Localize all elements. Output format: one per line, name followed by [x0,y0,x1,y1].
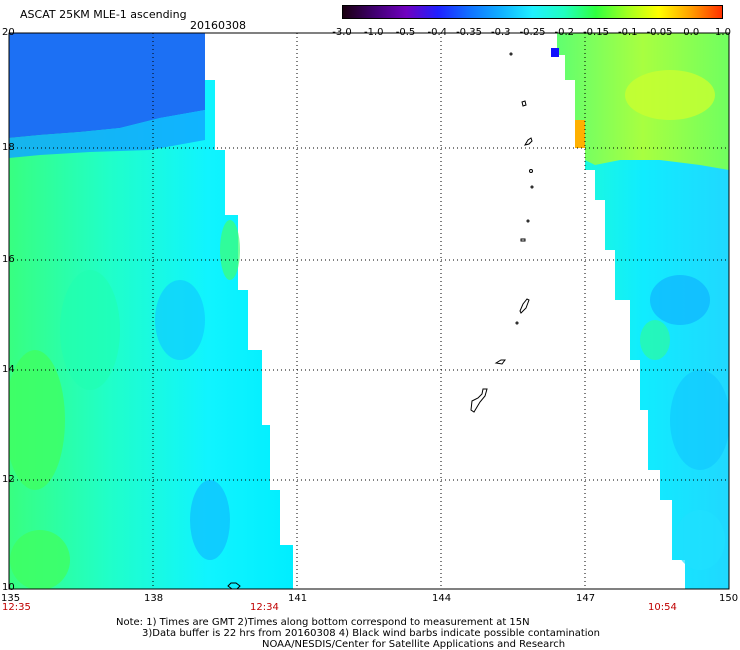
colorbar-tick-label: -0.25 [519,27,546,38]
left-swath [9,33,293,589]
lat-label-10: 10 [2,582,15,593]
colorbar-tick-label: -0.35 [456,27,482,38]
colorbar-tick-label: -0.05 [646,27,673,38]
note-line-1: Note: 1) Times are GMT 2)Times along bot… [116,617,530,628]
time-left: 12:35 [2,602,31,613]
colorbar-tick-label: -1.0 [363,27,384,38]
island-outline [526,219,530,223]
island-outline [227,582,241,590]
colorbar-tick-label: -0.3 [490,27,511,38]
lat-label-20: 20 [2,27,15,38]
lon-label-144: 144 [432,593,452,604]
data-layer [9,33,729,589]
map-date: 20160308 [190,19,246,32]
island-outline [494,359,506,365]
map-title: ASCAT 25KM MLE-1 ascending [20,8,187,21]
island-outline [523,137,533,146]
colorbar-tick-label: 1.0 [715,27,731,38]
lat-label-16: 16 [2,254,15,265]
lat-label-14: 14 [2,364,15,375]
colorbar-tick-label: -0.1 [617,27,638,38]
island-outline [509,52,513,56]
island-outline [470,388,488,413]
island-outline [520,238,526,242]
time-right: 10:54 [648,602,677,613]
left-swath-blue-zone [9,33,205,138]
island-outline [519,298,530,314]
lon-label-147: 147 [576,593,596,604]
colorbar-tick-label: -0.15 [583,27,609,38]
island-outline [530,185,534,189]
right-swath-blue-pixel [551,48,559,57]
colorbar-tick-label: -0.4 [427,27,448,38]
note-line-3: NOAA/NESDIS/Center for Satellite Applica… [262,639,566,650]
plot-frame [8,32,730,590]
island-outline [515,321,519,325]
islands [227,52,534,590]
lon-label-135: 135 [1,593,21,604]
colorbar-tick-label: -0.2 [554,27,575,38]
colorbar-tick-label: 0.0 [683,27,700,38]
lat-label-12: 12 [2,474,15,485]
lat-label-18: 18 [2,142,15,153]
lon-label-141: 141 [288,593,308,604]
gridlines [9,33,729,589]
lon-label-150: 150 [719,593,739,604]
lon-label-138: 138 [144,593,164,604]
colorbar [342,5,723,19]
island-outline [529,169,533,173]
right-swath-orange-pixel [575,120,585,148]
colorbar-tick-label: -3.0 [332,27,352,38]
note-line-2: 3)Data buffer is 22 hrs from 20160308 4)… [142,628,600,639]
island-outline [521,100,527,107]
time-middle: 12:34 [250,602,279,613]
colorbar-tick-label: -0.5 [395,27,416,38]
